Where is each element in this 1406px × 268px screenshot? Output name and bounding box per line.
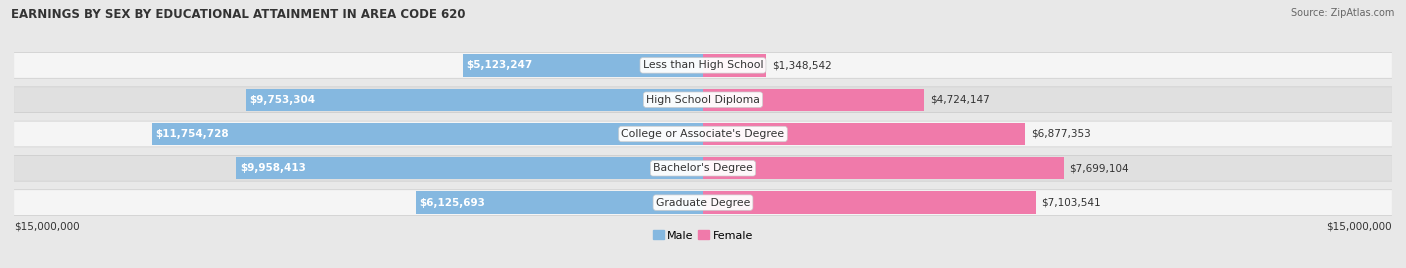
Bar — [703, 191, 1036, 214]
Text: $4,724,147: $4,724,147 — [929, 95, 990, 105]
Text: High School Diploma: High School Diploma — [647, 95, 759, 105]
Text: College or Associate's Degree: College or Associate's Degree — [621, 129, 785, 139]
Text: $7,699,104: $7,699,104 — [1070, 163, 1129, 173]
Bar — [703, 88, 924, 111]
Bar — [463, 54, 703, 77]
Text: $11,754,728: $11,754,728 — [156, 129, 229, 139]
Bar — [236, 157, 703, 180]
Bar — [416, 191, 703, 214]
Text: $9,753,304: $9,753,304 — [249, 95, 315, 105]
Bar — [152, 123, 703, 145]
FancyBboxPatch shape — [14, 52, 1392, 79]
Legend: Male, Female: Male, Female — [648, 226, 758, 245]
Text: $7,103,541: $7,103,541 — [1042, 198, 1101, 208]
Text: $1,348,542: $1,348,542 — [772, 60, 831, 70]
Text: Bachelor's Degree: Bachelor's Degree — [652, 163, 754, 173]
Bar — [703, 54, 766, 77]
FancyBboxPatch shape — [14, 155, 1392, 181]
FancyBboxPatch shape — [14, 121, 1392, 147]
Text: $5,123,247: $5,123,247 — [467, 60, 533, 70]
Text: $15,000,000: $15,000,000 — [1326, 221, 1392, 232]
FancyBboxPatch shape — [14, 87, 1392, 112]
Bar — [246, 88, 703, 111]
Text: Less than High School: Less than High School — [643, 60, 763, 70]
FancyBboxPatch shape — [14, 87, 1392, 113]
Text: Graduate Degree: Graduate Degree — [655, 198, 751, 208]
Text: $6,877,353: $6,877,353 — [1031, 129, 1091, 139]
FancyBboxPatch shape — [14, 53, 1392, 78]
Text: $15,000,000: $15,000,000 — [14, 221, 80, 232]
Bar — [703, 157, 1064, 180]
Text: EARNINGS BY SEX BY EDUCATIONAL ATTAINMENT IN AREA CODE 620: EARNINGS BY SEX BY EDUCATIONAL ATTAINMEN… — [11, 8, 465, 21]
Text: $6,125,693: $6,125,693 — [419, 198, 485, 208]
Text: Source: ZipAtlas.com: Source: ZipAtlas.com — [1291, 8, 1395, 18]
FancyBboxPatch shape — [14, 190, 1392, 215]
FancyBboxPatch shape — [14, 156, 1392, 181]
Bar — [703, 123, 1025, 145]
Text: $9,958,413: $9,958,413 — [240, 163, 305, 173]
FancyBboxPatch shape — [14, 121, 1392, 147]
FancyBboxPatch shape — [14, 189, 1392, 216]
